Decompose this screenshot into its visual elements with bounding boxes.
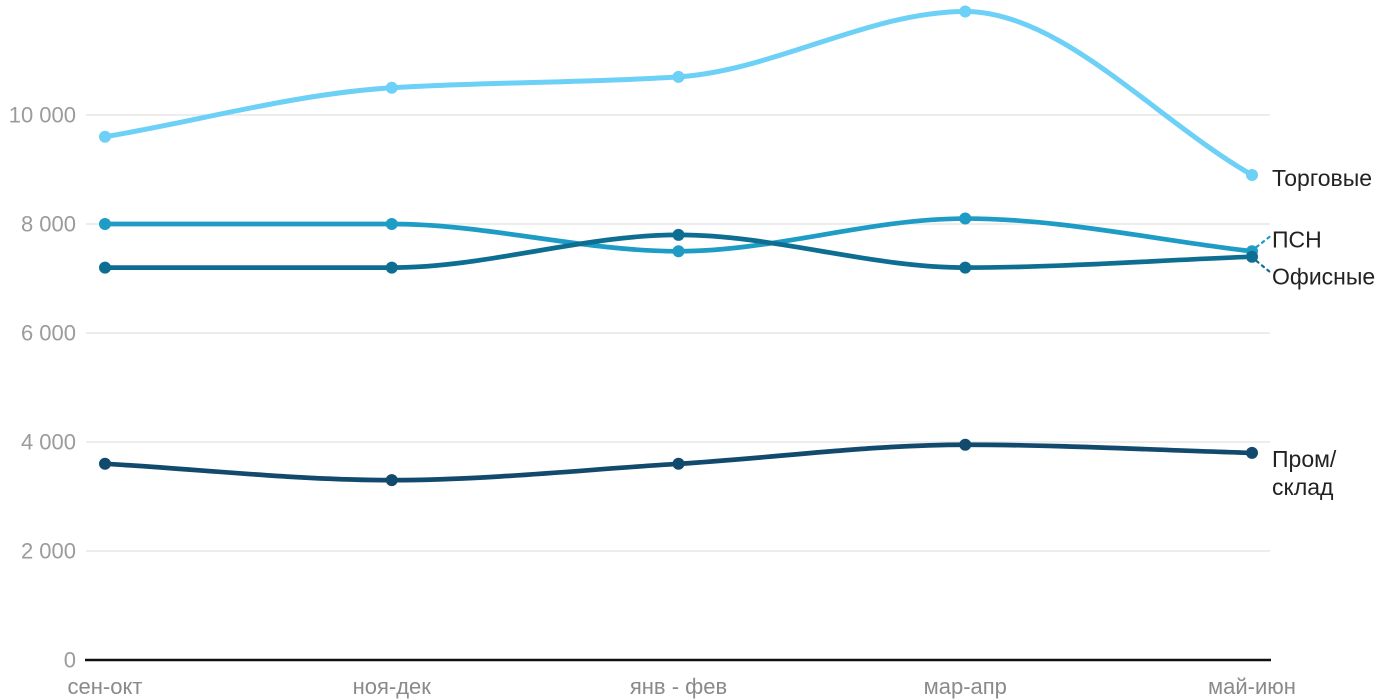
data-point-torgovye[interactable] [1246,168,1258,181]
x-tick-label: янв - фев [630,674,727,699]
data-point-ofisnye[interactable] [959,261,972,274]
series-line-torgovye [102,8,1255,178]
data-point-torgovye[interactable] [672,70,685,83]
x-tick-label: сен-окт [68,674,143,699]
label-connector-psn [1255,235,1272,249]
series-label-psn: ПСН [1272,226,1322,252]
data-point-prom_sklad[interactable] [672,457,685,470]
data-point-psn[interactable] [99,218,111,230]
data-point-torgovye[interactable] [99,130,111,143]
x-tick-label: май-июн [1208,674,1296,699]
label-connector-ofisnye [1255,259,1272,274]
data-point-prom_sklad[interactable] [99,457,111,470]
data-point-torgovye[interactable] [385,81,398,94]
y-tick-label: 4 000 [21,430,76,455]
data-point-prom_sklad[interactable] [1246,446,1258,459]
data-point-ofisnye[interactable] [385,261,398,274]
data-point-prom_sklad[interactable] [959,438,972,451]
series-label-ofisnye: Офисные [1272,264,1375,290]
data-point-ofisnye[interactable] [99,261,111,274]
y-tick-label: 6 000 [21,321,76,346]
y-tick-label: 2 000 [21,539,76,564]
y-tick-label: 10 000 [9,103,76,128]
series-label-prom_sklad: Пром/ [1272,446,1337,472]
data-point-psn[interactable] [385,218,398,230]
y-tick-label: 8 000 [21,212,76,237]
data-point-torgovye[interactable] [959,5,972,18]
y-tick-label: 0 [64,648,76,673]
series-label-prom_sklad: склад [1272,474,1334,500]
data-point-psn[interactable] [959,212,972,225]
x-tick-label: ноя-дек [353,674,432,699]
data-point-ofisnye[interactable] [672,228,685,241]
data-point-prom_sklad[interactable] [385,474,398,487]
x-tick-label: мар-апр [924,674,1007,699]
data-point-ofisnye[interactable] [1246,250,1258,263]
data-point-psn[interactable] [672,245,685,258]
series-label-torgovye: Торговые [1272,165,1372,191]
